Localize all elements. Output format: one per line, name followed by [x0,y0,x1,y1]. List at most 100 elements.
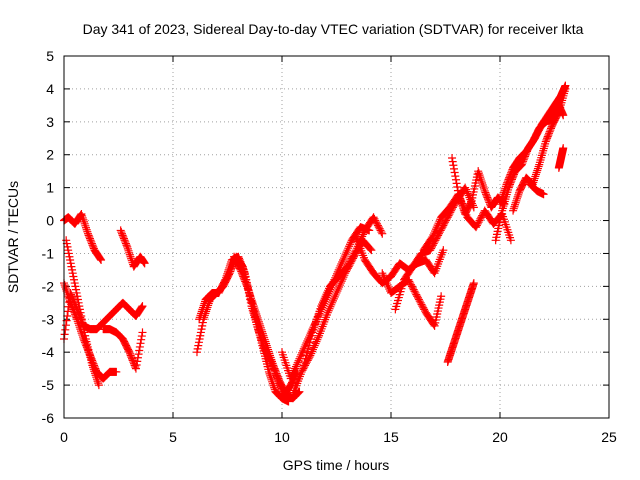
data-point [248,298,257,307]
data-point [198,305,207,314]
data-point [334,284,343,293]
data-point [366,245,375,254]
y-tick-label: -1 [42,245,55,261]
data-point [511,198,520,207]
data-point [195,313,204,322]
data-point [266,371,275,380]
data-point [81,331,90,340]
data-point [196,311,205,320]
data-point [503,178,512,187]
series-track-t [496,101,568,209]
data-point [539,190,548,199]
data-point [440,219,449,228]
data-point [221,273,230,282]
data-point [432,223,441,232]
data-point [313,335,322,344]
data-point [345,259,354,268]
data-point [322,290,331,299]
data-point [125,250,134,259]
x-tick-label: 25 [601,429,617,445]
data-point [459,204,468,213]
data-point [448,157,457,166]
data-point [336,279,345,288]
data-point [431,225,440,234]
data-point [274,374,283,383]
data-point [293,358,302,367]
data-point [137,304,146,313]
data-point [121,239,130,248]
x-tick-label: 0 [60,429,68,445]
data-point [358,232,367,241]
data-point [318,298,327,307]
data-point [137,303,146,312]
data-point [287,372,296,381]
data-point [340,252,349,261]
data-point [329,296,338,305]
data-point [269,381,278,390]
data-point [224,265,233,274]
x-tick-label: 15 [383,429,399,445]
data-point [533,164,542,173]
data-point [476,214,485,223]
data-point [304,344,313,353]
data-point [505,173,514,182]
data-point [428,233,437,241]
data-point [412,290,421,299]
data-point [321,292,330,301]
data-point [461,183,470,192]
data-point [297,350,306,359]
data-point [405,277,414,286]
data-point [542,135,551,144]
data-point [67,290,76,299]
data-point [262,339,271,348]
data-point [530,174,539,183]
data-point [534,162,543,171]
data-point [452,179,461,188]
data-point [336,261,345,270]
data-point [84,231,93,240]
data-point [74,308,83,317]
data-point [501,182,510,191]
data-point [483,193,492,202]
data-point [437,292,446,301]
data-point [546,126,555,135]
data-point [256,323,265,332]
data-point [73,305,82,314]
data-point [199,303,208,312]
data-point [127,353,136,362]
data-point [140,259,149,268]
data-point [63,311,72,320]
data-point [223,267,232,276]
data-point [514,188,523,197]
data-point [531,172,540,181]
data-point [239,272,248,281]
data-point [239,274,248,283]
data-point [247,294,256,303]
data-point [414,293,423,302]
data-point [531,170,540,179]
data-point [198,318,207,327]
data-point [306,335,315,344]
data-point [60,281,69,290]
data-point [97,256,106,265]
data-point [127,254,136,263]
data-point [69,297,78,306]
data-point [441,216,450,225]
data-point [116,226,125,235]
data-point [455,192,464,201]
data-point [250,306,259,315]
data-point [197,309,206,318]
data-point [507,168,516,177]
data-point [200,299,209,308]
data-point [136,339,145,348]
data-point [285,383,294,392]
data-point [476,175,485,184]
data-point [543,134,552,143]
data-point [273,371,282,380]
data-point [194,341,203,350]
data-point [120,236,129,245]
data-point [260,335,269,344]
data-point [561,84,570,93]
data-point [252,311,261,320]
data-point [251,308,260,317]
